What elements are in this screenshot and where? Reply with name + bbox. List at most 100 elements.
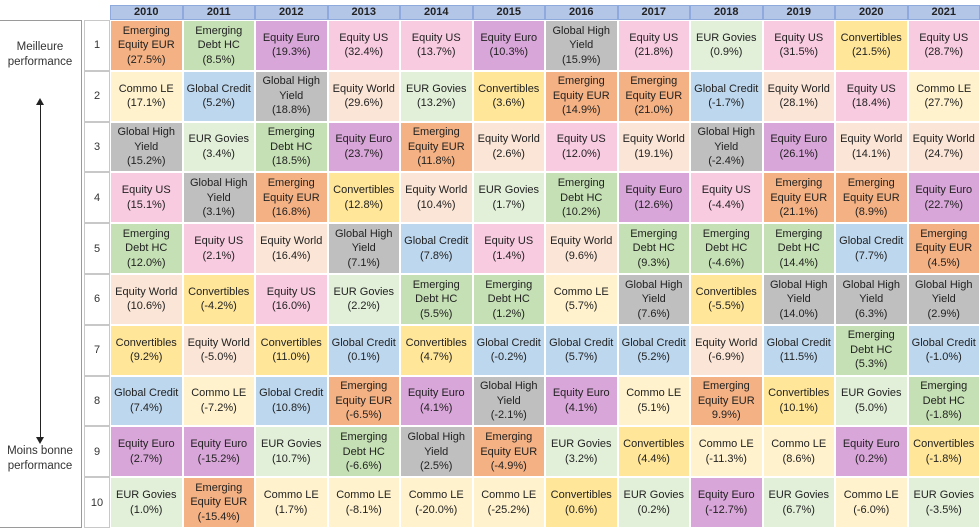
asset-class-name-line-1: Convertibles — [478, 82, 540, 95]
performance-value: (7.4%) — [130, 401, 163, 414]
performance-value: (-11.3%) — [705, 452, 747, 465]
cell-2019-rank-2: Equity World (28.1%) — [762, 70, 835, 122]
asset-class-name-line-1: Emerging — [847, 177, 895, 190]
asset-class-name-line-2: Debt HC — [270, 140, 313, 153]
performance-value: (31.5%) — [779, 46, 819, 59]
performance-value: (10.1%) — [779, 401, 819, 414]
performance-value: (-5.5%) — [708, 300, 745, 313]
best-label-line-2: performance — [7, 56, 73, 68]
performance-value: (-5.0%) — [200, 351, 237, 364]
performance-value: (18.5%) — [271, 155, 311, 168]
performance-value: (-6.0%) — [853, 503, 890, 516]
asset-class-name-line-1: Convertibles — [550, 489, 612, 502]
cell-2018-rank-3: Global High Yield (-2.4%) — [690, 121, 763, 173]
asset-class-name-line-2: Yield — [569, 39, 594, 52]
performance-value: (5.7%) — [565, 351, 598, 364]
cell-2014-rank-2: EUR Govies (13.2%) — [400, 70, 473, 122]
asset-class-name-line-2: Debt HC — [197, 39, 240, 52]
asset-class-name-line-1: Convertibles — [405, 336, 467, 349]
cell-2018-rank-9: Commo LE (-11.3%) — [690, 426, 763, 478]
performance-value: (2.6%) — [492, 147, 525, 160]
performance-value: (23.7%) — [344, 147, 384, 160]
performance-value: (14.1%) — [851, 147, 891, 160]
rank-label-9: 9 — [84, 426, 110, 478]
cell-2013-rank-8: Emerging Equity EUR (-6.5%) — [327, 375, 400, 427]
asset-class-name-line-1: Equity World — [695, 336, 758, 349]
performance-value: (-20.0%) — [415, 503, 458, 516]
cell-2010-rank-5: Emerging Debt HC (12.0%) — [110, 223, 183, 274]
cell-2011-rank-1: Emerging Debt HC (8.5%) — [182, 20, 255, 71]
asset-class-name-line-2: Equity EUR — [915, 242, 973, 255]
cell-2016-rank-6: Commo LE (5.7%) — [545, 274, 618, 325]
asset-class-name-line-1: Equity US — [629, 31, 679, 44]
asset-class-name-line-1: Global Credit — [476, 336, 541, 349]
year-header-2017: 2017 — [617, 5, 690, 20]
asset-class-name-line-1: Commo LE — [191, 387, 247, 400]
asset-class-name-line-1: Emerging — [557, 177, 605, 190]
asset-class-name-line-1: Equity Euro — [552, 387, 610, 400]
performance-value: (0.6%) — [565, 503, 598, 516]
asset-class-name-line-1: Equity Euro — [407, 387, 465, 400]
cell-2010-rank-8: Global Credit (7.4%) — [110, 375, 183, 427]
performance-value: (1.7%) — [275, 503, 308, 516]
performance-value: (3.1%) — [202, 206, 235, 219]
performance-value: (15.2%) — [126, 155, 166, 168]
performance-value: (29.6%) — [344, 97, 384, 110]
asset-class-name-line-1: Equity World — [622, 133, 685, 146]
performance-value: (5.7%) — [565, 300, 598, 313]
asset-class-name-line-1: Equity US — [556, 133, 606, 146]
asset-class-name-line-1: Emerging — [702, 227, 750, 240]
asset-class-name-line-1: Emerging — [485, 278, 533, 291]
performance-value: (-7.2%) — [200, 401, 237, 414]
asset-class-name-line-1: Commo LE — [118, 82, 174, 95]
asset-class-name-line-1: Global Credit — [621, 336, 686, 349]
asset-class-name-line-2: Equity EUR — [190, 496, 248, 509]
worst-performance-label: Moins bonne performance — [0, 444, 80, 474]
cell-2017-rank-5: Emerging Debt HC (9.3%) — [617, 223, 690, 274]
cell-2014-rank-5: Global Credit (7.8%) — [400, 223, 473, 274]
cell-2014-rank-3: Emerging Equity EUR (11.8%) — [400, 121, 473, 173]
performance-value: (28.7%) — [924, 46, 964, 59]
cell-2017-rank-8: Commo LE (5.1%) — [617, 375, 690, 427]
asset-class-name-line-1: Emerging — [702, 380, 750, 393]
performance-value: (1.2%) — [492, 307, 525, 320]
asset-class-name-line-1: EUR Govies — [550, 438, 612, 451]
asset-class-name-line-2: Debt HC — [922, 394, 965, 407]
asset-class-name-line-1: Commo LE — [626, 387, 682, 400]
cell-2020-rank-9: Equity Euro (0.2%) — [835, 426, 908, 478]
asset-class-name-line-2: Equity EUR — [842, 191, 900, 204]
asset-class-name-line-1: Global Credit — [331, 336, 396, 349]
performance-value: (8.6%) — [782, 452, 815, 465]
cell-2017-rank-7: Global Credit (5.2%) — [617, 324, 690, 376]
asset-class-name-line-1: Equity Euro — [915, 184, 973, 197]
cell-2021-rank-5: Emerging Equity EUR (4.5%) — [907, 223, 980, 274]
cell-2020-rank-5: Global Credit (7.7%) — [835, 223, 908, 274]
asset-class-name-line-1: Global High — [335, 227, 393, 240]
asset-class-name-line-1: Global High — [915, 278, 973, 291]
cell-2017-rank-9: Convertibles (4.4%) — [617, 426, 690, 478]
rank-label-3: 3 — [84, 121, 110, 173]
asset-class-name-line-2: Yield — [134, 140, 159, 153]
performance-value: (-3.5%) — [925, 503, 962, 516]
asset-class-name-line-2: Yield — [424, 445, 449, 458]
ranking-arrow — [40, 104, 41, 442]
asset-class-name-line-1: Emerging — [412, 278, 460, 291]
asset-class-name-line-1: Equity World — [550, 235, 613, 248]
cell-2016-rank-1: Global High Yield (15.9%) — [545, 20, 618, 71]
asset-class-name-line-1: Global High — [770, 278, 828, 291]
asset-class-name-line-1: Global High — [697, 126, 755, 139]
cell-2012-rank-4: Emerging Equity EUR (16.8%) — [255, 172, 328, 224]
arrow-down-icon — [36, 437, 44, 444]
cell-2014-rank-1: Equity US (13.7%) — [400, 20, 473, 71]
performance-value: (32.4%) — [344, 46, 384, 59]
performance-value: (5.0%) — [855, 401, 888, 414]
cell-2019-rank-6: Global High Yield (14.0%) — [762, 274, 835, 325]
cell-2015-rank-4: EUR Govies (1.7%) — [472, 172, 545, 224]
asset-class-name-line-2: Yield — [351, 242, 376, 255]
performance-value: (5.3%) — [855, 358, 888, 371]
year-header-2016: 2016 — [545, 5, 618, 20]
cell-2011-rank-5: Equity US (2.1%) — [182, 223, 255, 274]
year-header-2014: 2014 — [400, 5, 473, 20]
asset-class-name-line-1: Global High — [480, 380, 538, 393]
asset-class-name-line-1: Emerging — [122, 24, 170, 37]
